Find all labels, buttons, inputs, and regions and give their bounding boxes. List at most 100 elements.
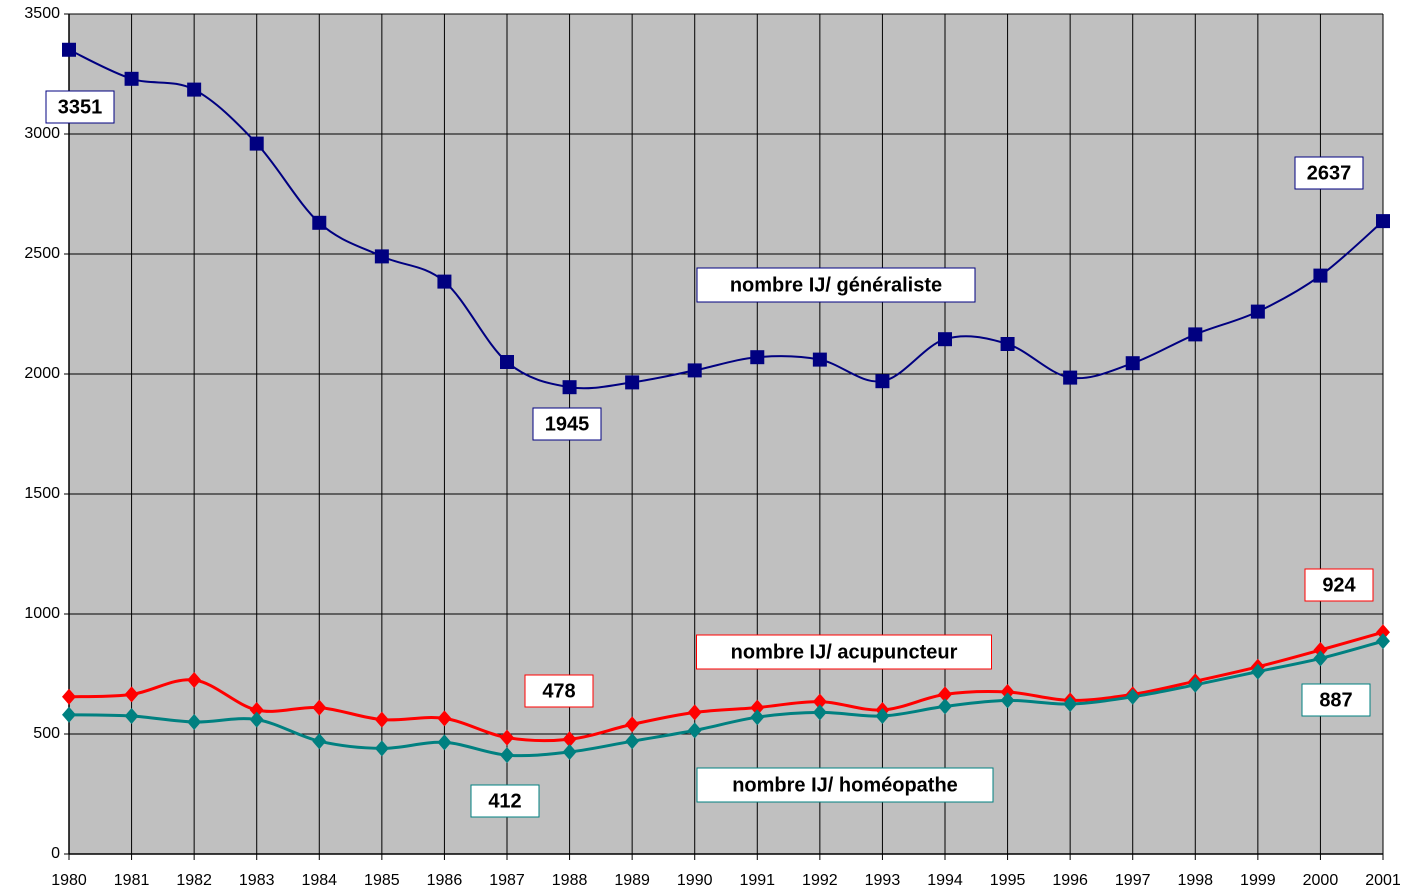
- marker: [938, 698, 952, 715]
- x-tick-label: 1997: [1115, 872, 1151, 889]
- x-tick-label: 1987: [489, 872, 525, 889]
- x-tick-label: 1991: [739, 872, 775, 889]
- y-tick-label: 0: [51, 845, 60, 862]
- marker: [1000, 684, 1015, 700]
- series-label: nombre IJ/ homéopathe: [732, 774, 958, 796]
- marker: [1313, 268, 1328, 283]
- marker: [812, 704, 827, 721]
- marker: [62, 706, 76, 723]
- series-line: [68, 48, 1384, 390]
- marker: [812, 693, 827, 710]
- data-label: 887: [1319, 689, 1352, 711]
- marker: [437, 274, 452, 289]
- marker: [500, 729, 514, 746]
- marker: [249, 711, 264, 728]
- series-label-box: [696, 767, 994, 803]
- marker: [187, 672, 202, 688]
- data-label: 1945: [545, 413, 590, 435]
- marker: [625, 716, 640, 733]
- marker: [1376, 624, 1390, 641]
- y-tick-label: 1500: [24, 485, 60, 502]
- data-label-box: [524, 674, 594, 708]
- marker: [249, 136, 264, 151]
- marker: [1188, 676, 1203, 693]
- data-label-box: [532, 407, 602, 441]
- marker: [312, 733, 327, 750]
- y-tick-label: 500: [33, 725, 60, 742]
- plot-area: [69, 14, 1383, 854]
- data-label-box: [45, 90, 115, 124]
- marker: [62, 42, 76, 57]
- marker: [562, 380, 577, 395]
- data-label: 412: [488, 790, 521, 812]
- marker: [62, 688, 76, 705]
- marker: [437, 710, 452, 727]
- x-tick-label: 1980: [51, 872, 87, 889]
- x-tick-label: 1990: [677, 872, 713, 889]
- marker: [374, 740, 389, 757]
- marker: [750, 350, 765, 365]
- marker: [687, 704, 702, 721]
- x-tick-label: 1986: [427, 872, 463, 889]
- marker: [875, 374, 890, 389]
- marker: [437, 734, 452, 751]
- series-line: [68, 630, 1384, 743]
- marker: [938, 686, 952, 703]
- marker: [124, 71, 139, 86]
- y-tick-label: 2500: [24, 245, 60, 262]
- marker: [374, 711, 389, 728]
- marker: [687, 363, 702, 378]
- marker: [1313, 642, 1328, 658]
- x-tick-label: 2000: [1303, 872, 1339, 889]
- series-label: nombre IJ/ généraliste: [730, 274, 942, 296]
- data-label: 3351: [58, 96, 103, 118]
- marker: [1000, 337, 1015, 351]
- x-tick-label: 1999: [1240, 872, 1276, 889]
- x-tick-label: 1989: [614, 872, 650, 889]
- x-tick-label: 1983: [239, 872, 275, 889]
- data-label: 924: [1322, 574, 1356, 596]
- marker: [750, 709, 765, 726]
- y-tick-label: 3000: [24, 125, 60, 142]
- x-tick-label: 1993: [865, 872, 901, 889]
- marker: [562, 731, 577, 748]
- marker: [1125, 688, 1140, 705]
- series-label-box: [696, 267, 976, 303]
- marker: [875, 708, 890, 724]
- x-tick-label: 1992: [802, 872, 838, 889]
- marker: [812, 352, 827, 367]
- x-tick-label: 1982: [176, 872, 212, 889]
- data-label-box: [1294, 156, 1364, 190]
- x-tick-label: 1994: [927, 872, 963, 889]
- marker: [1376, 214, 1390, 229]
- marker: [625, 375, 640, 390]
- marker: [187, 82, 202, 97]
- x-tick-label: 1988: [552, 872, 588, 889]
- data-label-box: [470, 784, 540, 818]
- x-tick-label: 2001: [1365, 872, 1401, 889]
- series-label-box: [696, 634, 992, 670]
- marker: [1250, 304, 1265, 319]
- marker: [1063, 696, 1078, 712]
- marker: [500, 355, 514, 369]
- marker: [1188, 327, 1203, 342]
- marker: [124, 686, 139, 703]
- marker: [562, 744, 577, 760]
- series-line: [68, 639, 1384, 758]
- data-label-box: [1301, 683, 1371, 717]
- y-tick-label: 2000: [24, 365, 60, 382]
- x-tick-label: 1985: [364, 872, 400, 889]
- marker: [374, 249, 389, 264]
- marker: [625, 733, 640, 750]
- marker: [1125, 356, 1140, 371]
- marker: [1313, 650, 1328, 667]
- marker: [500, 747, 514, 764]
- marker: [249, 702, 264, 718]
- marker: [124, 708, 139, 724]
- marker: [1063, 370, 1078, 385]
- marker: [1000, 692, 1015, 709]
- data-label: 2637: [1307, 162, 1352, 184]
- series-label: nombre IJ/ acupuncteur: [731, 641, 958, 663]
